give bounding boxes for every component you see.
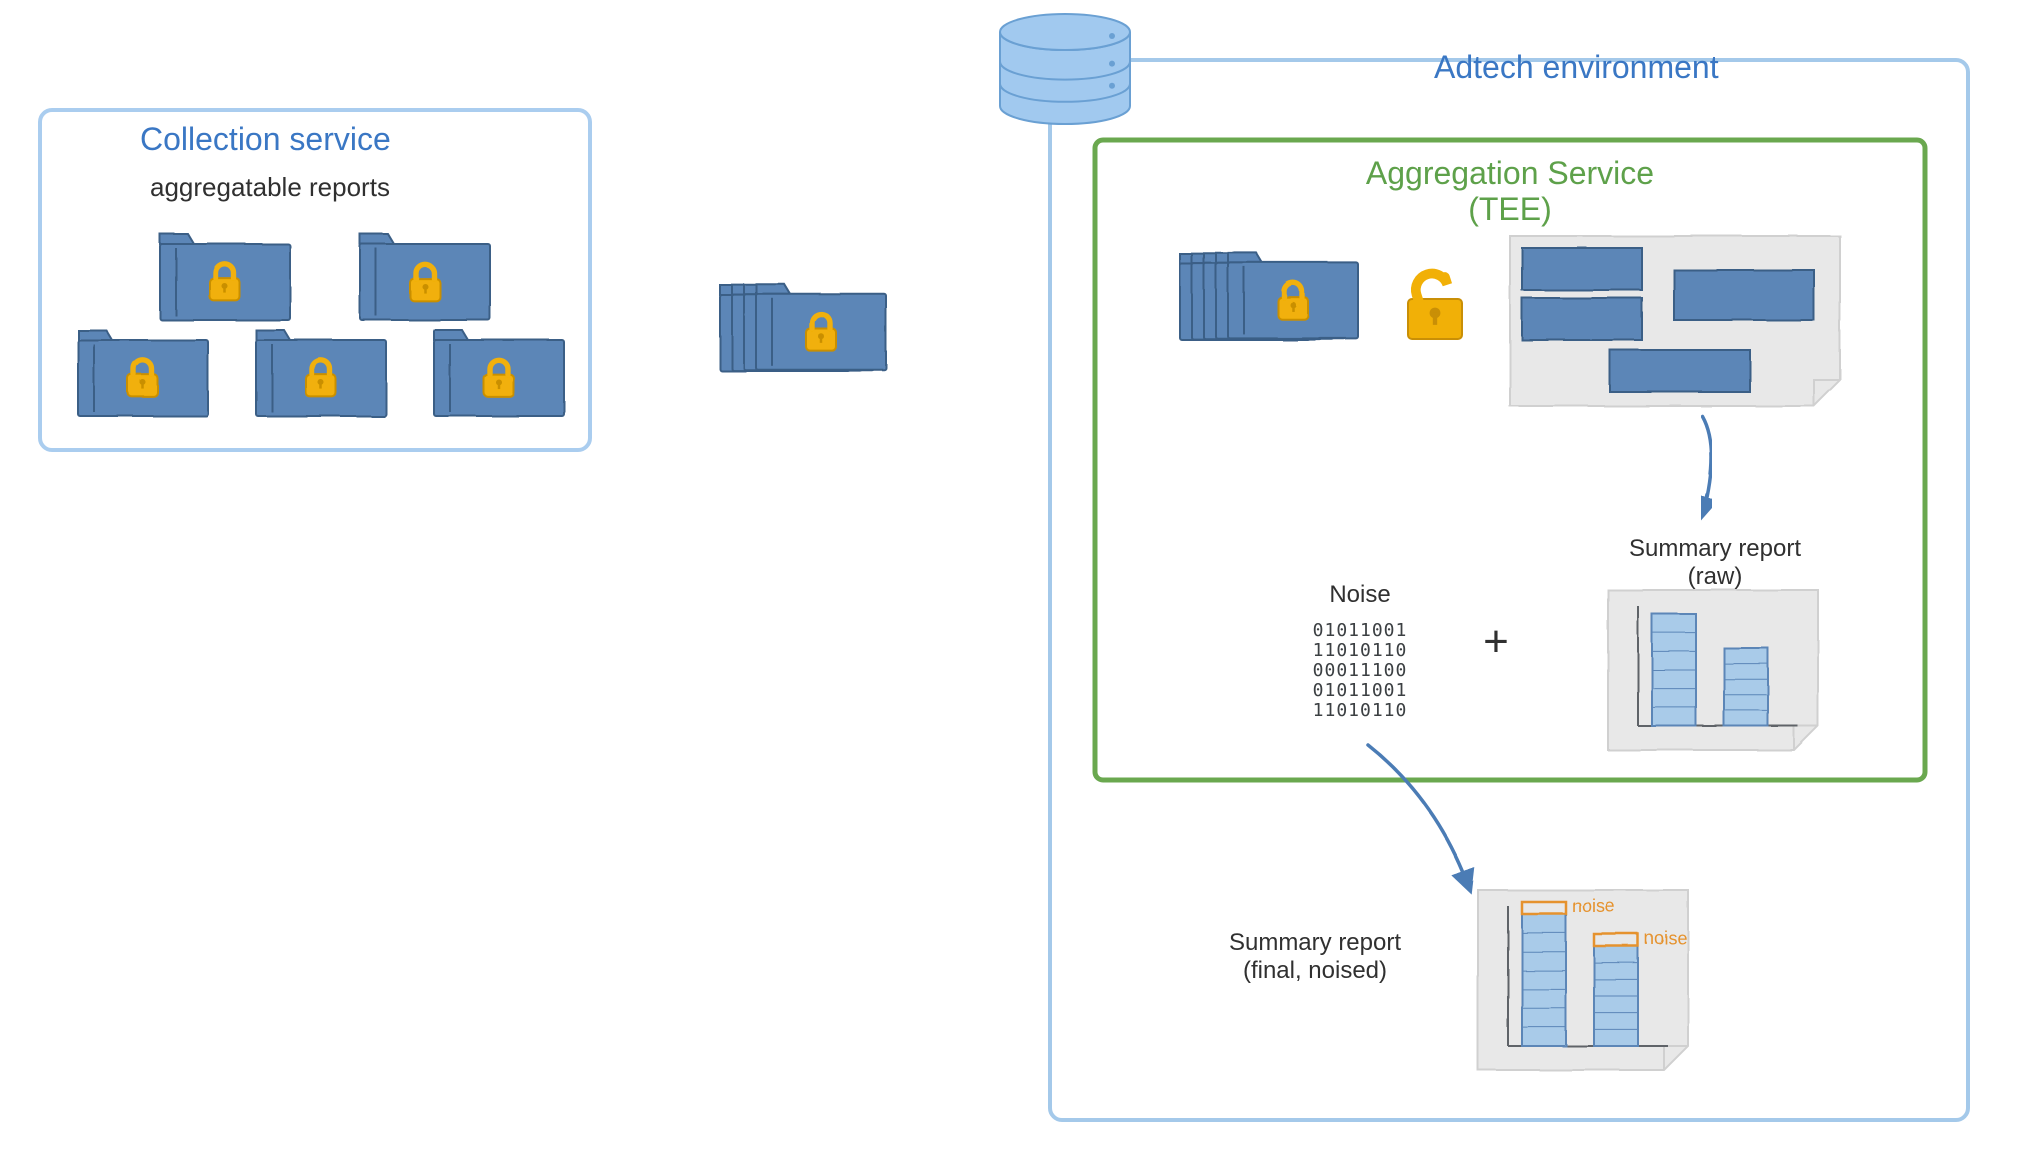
svg-text:(TEE): (TEE): [1468, 191, 1552, 227]
lock-icon: [410, 264, 440, 301]
report-folder-icon: [1216, 253, 1346, 339]
svg-text:01011001: 01011001: [1313, 680, 1408, 701]
report-folder-icon: [360, 234, 490, 320]
report-folder-icon: [1192, 254, 1322, 340]
report-batch-2: [1180, 252, 1358, 340]
report-batch-1: [720, 284, 886, 371]
svg-text:11010110: 11010110: [1313, 640, 1408, 661]
lock-icon: [806, 314, 836, 351]
unlock-icon: [1408, 269, 1462, 339]
report-folder-icon: [256, 330, 386, 416]
noise-bits: 0101100111010110000111000101100111010110: [1313, 620, 1408, 721]
report-folder-icon: [732, 285, 862, 371]
summary-final-label: Summary report(final, noised): [1229, 929, 1401, 984]
database-icon: [1000, 14, 1130, 124]
collection-service-box: [40, 110, 590, 450]
report-folder-icon: [1180, 254, 1310, 340]
summary-report-final-chart: noise noise: [1478, 890, 1688, 1070]
svg-text:01011001: 01011001: [1313, 620, 1408, 641]
noise-tag: noise: [1644, 928, 1687, 948]
collection-subtitle: aggregatable reports: [150, 172, 390, 202]
adtech-title: Adtech environment: [1434, 49, 1719, 85]
plus-symbol: +: [1483, 617, 1509, 666]
lock-icon: [128, 360, 158, 397]
report-folder-icon: [720, 285, 850, 371]
arrow-3: [1702, 416, 1711, 516]
svg-text:(raw): (raw): [1688, 563, 1743, 590]
lock-icon: [306, 360, 336, 397]
report-folder-icon: [756, 284, 886, 370]
report-folder-icon: [744, 284, 874, 370]
lock-icon: [1278, 283, 1308, 320]
aggregation-service-tee-box: [1095, 140, 1925, 780]
svg-text:00011100: 00011100: [1313, 660, 1408, 681]
report-folder-icon: [78, 330, 208, 416]
summary-report-raw-chart: [1608, 590, 1818, 750]
lock-icon: [484, 360, 514, 397]
aggregation-service-title: Aggregation Service(TEE): [1366, 155, 1654, 227]
collection-reports: [78, 234, 564, 416]
report-folder-icon: [1228, 252, 1358, 338]
report-folder-icon: [1204, 253, 1334, 339]
noise-title: Noise: [1329, 581, 1390, 608]
report-folder-icon: [160, 234, 290, 320]
svg-text:Aggregation Service: Aggregation Service: [1366, 155, 1654, 191]
svg-text:(final, noised): (final, noised): [1243, 957, 1387, 984]
noise-tag: noise: [1572, 896, 1615, 916]
svg-text:Summary report: Summary report: [1229, 929, 1401, 956]
decrypted-data-panel: [1510, 236, 1840, 406]
arrow-4: [1368, 745, 1470, 890]
lock-icon: [210, 264, 240, 301]
adtech-environment-box: [1050, 60, 1968, 1120]
svg-text:11010110: 11010110: [1313, 700, 1408, 721]
summary-raw-label: Summary report(raw): [1629, 535, 1801, 590]
report-folder-icon: [434, 330, 564, 416]
svg-text:Summary report: Summary report: [1629, 535, 1801, 562]
collection-service-title: Collection service: [140, 121, 391, 157]
